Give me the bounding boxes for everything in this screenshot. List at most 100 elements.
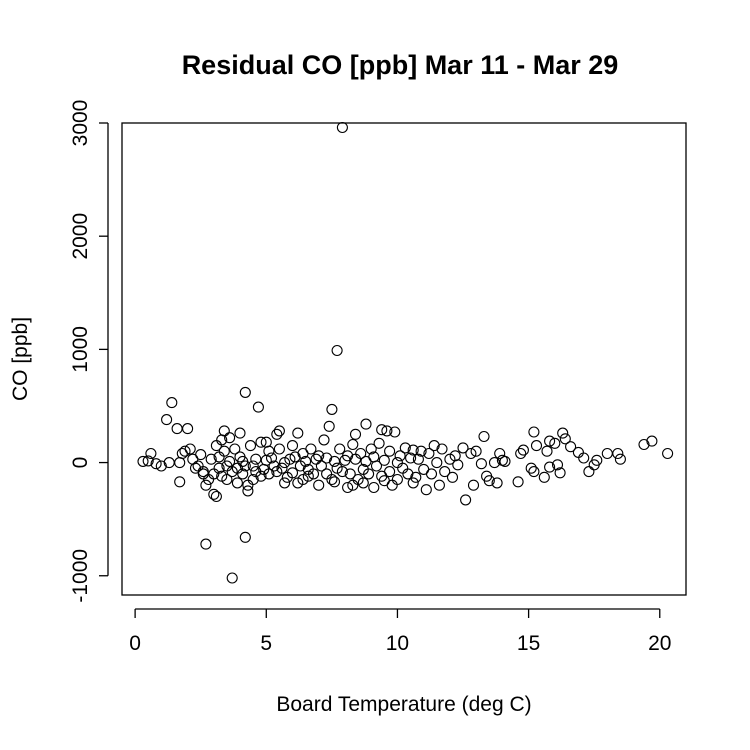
data-point	[265, 452, 278, 464]
data-point	[229, 443, 241, 455]
data-point	[218, 425, 230, 437]
data-point	[276, 462, 288, 474]
y-tick-label: 3000	[69, 100, 92, 147]
data-point	[465, 447, 477, 460]
data-point	[279, 477, 291, 489]
data-point	[601, 447, 613, 460]
data-point	[263, 445, 275, 457]
data-point	[420, 484, 432, 496]
data-point	[336, 466, 348, 478]
data-point	[662, 447, 674, 460]
data-point	[360, 418, 372, 430]
data-point	[410, 471, 422, 483]
data-point	[226, 572, 238, 584]
data-point	[208, 488, 220, 500]
data-point	[405, 452, 417, 464]
data-point	[310, 453, 322, 465]
data-point	[179, 445, 191, 457]
data-point	[313, 479, 325, 491]
data-point	[394, 450, 406, 462]
chart-title: Residual CO [ppb] Mar 11 - Mar 29	[182, 50, 619, 80]
data-point	[512, 476, 524, 488]
data-point	[436, 443, 448, 455]
data-point	[197, 466, 209, 478]
data-point	[184, 443, 196, 455]
x-tick-label: 15	[517, 632, 540, 655]
data-point	[252, 401, 264, 413]
data-point	[376, 424, 388, 436]
data-point	[368, 481, 380, 494]
data-point	[491, 477, 503, 489]
data-point	[541, 445, 553, 457]
data-point	[244, 440, 257, 452]
data-point	[347, 438, 359, 451]
data-point	[378, 475, 390, 487]
data-point	[307, 468, 320, 480]
data-point	[591, 454, 603, 466]
data-point	[137, 455, 149, 467]
x-tick-label: 10	[386, 632, 409, 655]
data-point	[475, 458, 487, 470]
data-point	[247, 473, 259, 486]
data-point	[355, 447, 367, 460]
data-point	[397, 462, 409, 474]
y-tick-label: 0	[69, 457, 92, 469]
y-tick-label: 2000	[69, 213, 92, 260]
data-point	[415, 445, 427, 457]
data-point	[224, 455, 236, 467]
data-point	[488, 457, 501, 469]
data-point	[342, 481, 354, 494]
data-point	[255, 436, 267, 448]
data-point	[614, 453, 626, 465]
data-point	[407, 477, 419, 489]
x-tick-label: 5	[260, 632, 272, 655]
data-point	[391, 473, 403, 486]
data-point	[583, 466, 595, 478]
data-point	[384, 445, 396, 457]
data-point	[221, 473, 233, 486]
data-point	[517, 444, 529, 456]
data-point	[402, 468, 414, 480]
data-point	[638, 438, 650, 451]
data-point	[412, 453, 424, 465]
data-point	[271, 428, 283, 440]
plot-frame	[121, 122, 687, 596]
data-point	[457, 442, 469, 454]
data-point	[334, 443, 346, 455]
data-point	[286, 440, 299, 452]
data-point	[554, 467, 566, 479]
data-point	[142, 455, 154, 467]
data-point	[551, 459, 564, 471]
data-point	[163, 457, 175, 469]
data-point	[425, 468, 438, 480]
data-point	[349, 453, 362, 465]
data-point	[544, 461, 556, 473]
data-point	[344, 468, 356, 480]
data-point	[250, 453, 262, 465]
data-point	[612, 447, 624, 460]
data-point	[174, 476, 186, 488]
data-point	[145, 447, 157, 460]
data-point	[460, 494, 472, 506]
data-point	[315, 460, 327, 472]
data-point	[384, 466, 396, 478]
data-point	[237, 468, 249, 480]
data-point	[323, 420, 335, 432]
data-point	[313, 450, 325, 462]
data-point	[646, 435, 658, 447]
y-tick-label: 1000	[69, 326, 92, 373]
data-point	[200, 538, 212, 550]
data-point	[231, 477, 243, 489]
data-point	[494, 447, 506, 460]
y-axis-label: CO [ppb]	[9, 317, 32, 401]
data-point	[195, 449, 207, 461]
data-point	[200, 479, 212, 491]
x-axis: 0 5 10 15 20	[129, 608, 671, 655]
data-point	[321, 468, 333, 480]
data-point	[255, 470, 267, 482]
data-point	[446, 471, 459, 483]
data-point	[399, 442, 411, 454]
data-point	[515, 447, 527, 460]
data-point	[302, 470, 314, 482]
